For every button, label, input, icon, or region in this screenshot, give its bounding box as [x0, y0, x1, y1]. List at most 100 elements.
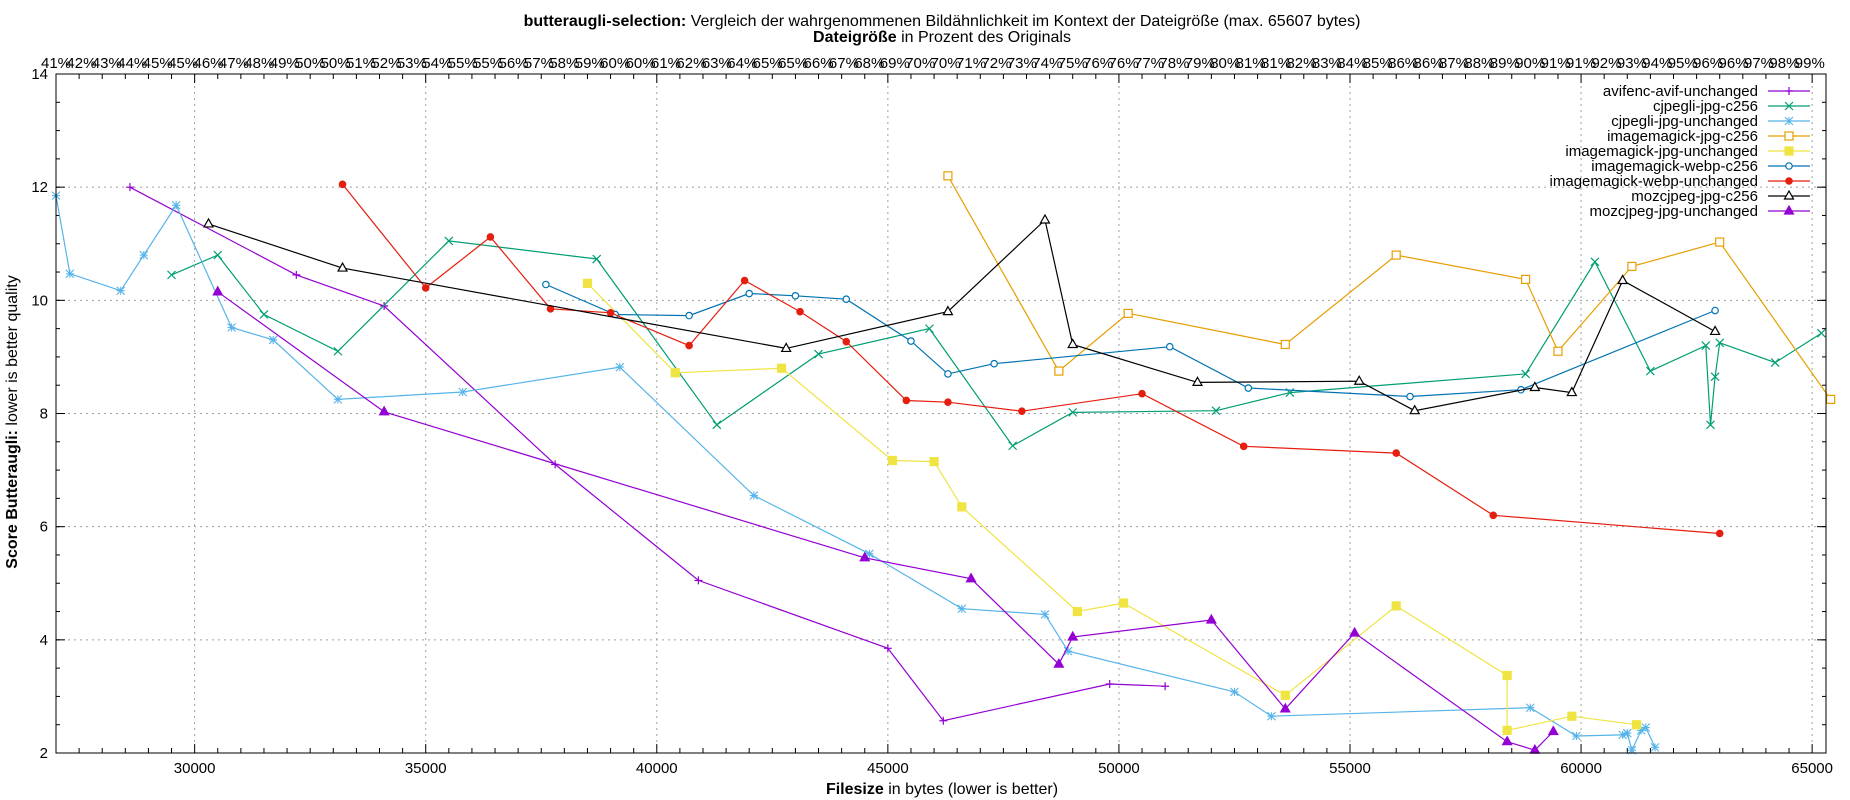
- data-point: [1105, 679, 1114, 688]
- top-percent-label: 91%: [1541, 55, 1571, 72]
- data-point: [1627, 745, 1637, 755]
- data-point: [1770, 358, 1780, 367]
- chart-title: butteraugli-selection: Vergleich der wah…: [524, 13, 1361, 30]
- data-point: [1529, 381, 1541, 392]
- top-percent-label: 93%: [1617, 55, 1647, 72]
- grid: [56, 74, 1826, 753]
- legend-label: mozcjpeg-jpg-c256: [1631, 188, 1758, 205]
- series-line: [208, 218, 1716, 412]
- data-point: [1547, 725, 1559, 736]
- data-point: [780, 342, 792, 353]
- data-point: [337, 261, 349, 272]
- data-point: [842, 337, 851, 346]
- top-percent-label: 75%: [1058, 55, 1088, 72]
- legend-item: avifenc-avif-unchanged: [1603, 83, 1810, 100]
- top-percent-label: 58%: [549, 55, 579, 72]
- top-percent-label: 53%: [397, 55, 427, 72]
- top-axis-percent-labels: 41%42%43%44%45%45%46%47%48%49%50%50%51%5…: [41, 55, 1825, 72]
- series-line: [587, 282, 1637, 732]
- data-point: [1489, 511, 1498, 520]
- data-point: [1715, 338, 1725, 348]
- data-point: [202, 217, 215, 228]
- data-point: [1636, 725, 1646, 735]
- top-percent-label: 94%: [1642, 55, 1672, 72]
- legend-label: imagemagick-webp-unchanged: [1550, 173, 1758, 190]
- data-point: [745, 289, 754, 298]
- series-line: [342, 183, 1720, 535]
- data-point: [1068, 407, 1078, 417]
- data-point: [1622, 728, 1632, 738]
- top-percent-label: 57%: [524, 55, 554, 72]
- series-line: [947, 175, 1832, 400]
- series-imagemagick-jpg-c256: [943, 171, 1836, 404]
- top-percent-label: 64%: [727, 55, 757, 72]
- data-point: [1072, 606, 1082, 617]
- data-point: [749, 491, 759, 500]
- data-point: [1650, 742, 1660, 752]
- top-percent-label: 68%: [854, 55, 884, 72]
- top-percent-label: 96%: [1719, 55, 1749, 72]
- data-point: [1701, 341, 1711, 351]
- data-point: [1572, 731, 1581, 741]
- top-percent-label: 59%: [575, 55, 605, 72]
- top-percent-label: 49%: [270, 55, 300, 72]
- data-point: [957, 604, 967, 614]
- data-point: [883, 644, 892, 653]
- data-point: [1783, 204, 1795, 215]
- chart-title-rest: Vergleich der wahrgenommenen Bildähnlich…: [691, 13, 1361, 30]
- data-point: [1392, 449, 1401, 457]
- data-point: [796, 307, 804, 316]
- series-imagemagick-webp-c256: [542, 280, 1719, 401]
- legend-label: avifenc-avif-unchanged: [1603, 83, 1758, 100]
- data-point: [268, 335, 278, 345]
- data-point: [227, 323, 237, 332]
- top-percent-label: 79%: [1185, 55, 1215, 72]
- top-percent-label: 91%: [1566, 55, 1596, 72]
- data-point: [990, 359, 998, 368]
- data-point: [1161, 682, 1170, 691]
- top-percent-label: 50%: [295, 55, 325, 72]
- top-percent-label: 81%: [1236, 55, 1266, 72]
- data-point: [965, 572, 977, 583]
- top-percent-label: 86%: [1388, 55, 1418, 72]
- data-point: [1406, 392, 1414, 401]
- data-point: [1521, 274, 1531, 284]
- chart-subtitle: Dateigröße in Prozent des Originals: [813, 29, 1071, 46]
- data-point: [864, 549, 874, 559]
- axis-ticks: 30000 35000 40000 45000 50000 55000 60000 65000…: [31, 66, 1833, 777]
- x-tick-label: 60000: [1560, 760, 1602, 777]
- data-point: [171, 200, 181, 210]
- data-point: [1230, 687, 1239, 697]
- data-point: [740, 276, 749, 285]
- y-tick-label: 12: [31, 179, 48, 196]
- data-point: [1244, 384, 1253, 392]
- y-tick-label: 4: [40, 632, 48, 649]
- top-percent-label: 52%: [371, 55, 401, 72]
- data-point: [1040, 609, 1050, 619]
- data-point: [1784, 131, 1794, 141]
- series-cjpegli-jpg-c256: [167, 236, 1826, 451]
- top-percent-label: 74%: [1032, 55, 1062, 72]
- data-point: [333, 394, 343, 404]
- legend-item: imagemagick-webp-c256: [1591, 158, 1810, 175]
- data-point: [1785, 162, 1793, 170]
- data-point: [1784, 116, 1794, 126]
- data-point: [444, 236, 454, 246]
- top-percent-label: 66%: [804, 55, 834, 72]
- data-point: [1617, 274, 1629, 285]
- data-point: [1067, 338, 1079, 349]
- data-point: [944, 398, 952, 406]
- top-percent-label: 43%: [92, 55, 122, 72]
- top-percent-label: 67%: [829, 55, 859, 72]
- data-point: [1502, 670, 1512, 681]
- data-point: [694, 576, 703, 585]
- top-percent-label: 73%: [1007, 55, 1037, 72]
- data-point: [887, 455, 898, 466]
- chart-subtitle-rest: in Prozent des Originals: [901, 29, 1071, 46]
- data-point: [1826, 394, 1836, 404]
- data-point: [1590, 257, 1600, 267]
- data-point: [1123, 308, 1133, 318]
- data-point: [139, 250, 149, 260]
- data-point: [685, 311, 693, 320]
